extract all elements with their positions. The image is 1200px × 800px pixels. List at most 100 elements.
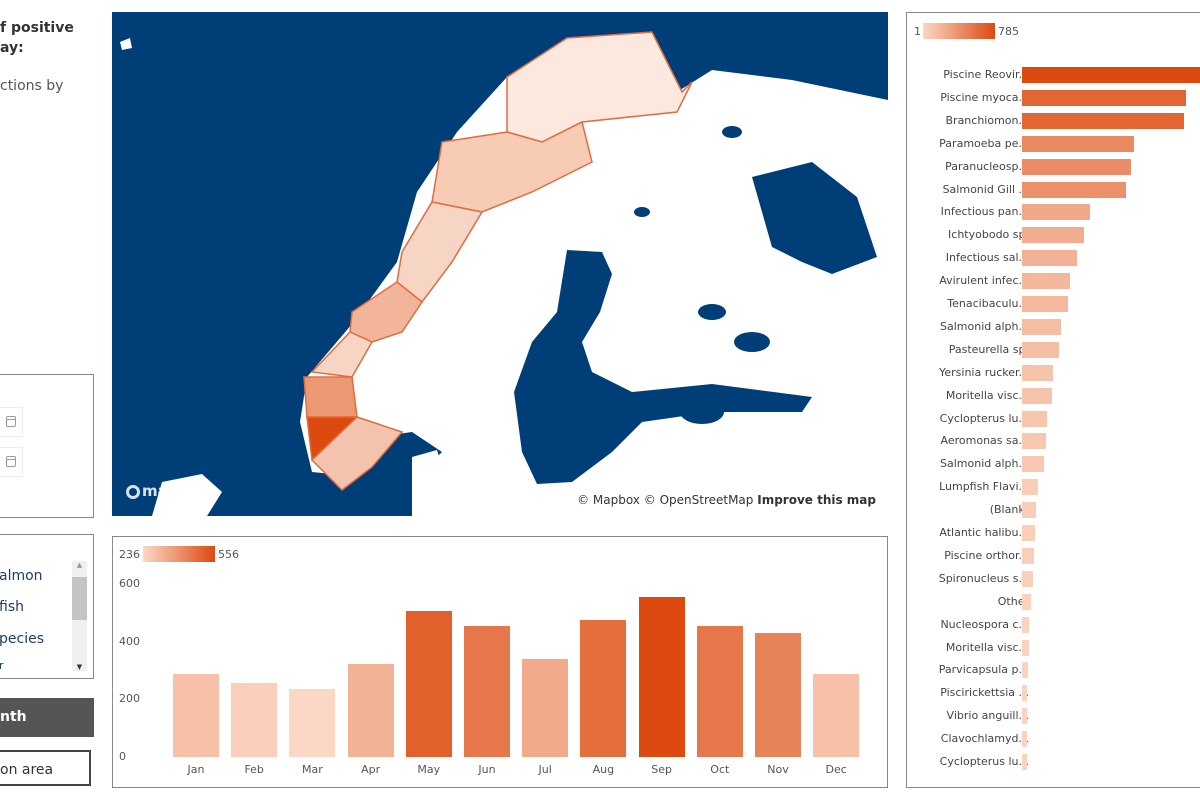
pathogen-bar-chart: 1 785 Piscine Reovir... Piscine myoca... B… xyxy=(906,12,1200,788)
bar[interactable] xyxy=(1022,135,1135,152)
category-label: Piscirickettsia ... xyxy=(940,686,1029,700)
bar[interactable] xyxy=(1022,296,1068,312)
bar[interactable] xyxy=(1022,158,1132,175)
category-label: Salmonid Gill ... xyxy=(942,182,1029,196)
bar-mar[interactable] xyxy=(289,688,336,757)
fishery-regions xyxy=(303,31,693,491)
bar[interactable] xyxy=(1022,547,1035,564)
bar[interactable] xyxy=(1022,387,1052,404)
category-label: Lumpfish Flavi... xyxy=(939,480,1029,494)
bar-feb[interactable] xyxy=(231,682,278,757)
y-tick-label: 200 xyxy=(119,692,140,706)
bar[interactable] xyxy=(1022,67,1200,83)
bar[interactable] xyxy=(1022,364,1053,381)
x-tick-label: Jul xyxy=(538,763,552,776)
bar-oct[interactable] xyxy=(696,626,743,757)
bar-jan[interactable] xyxy=(173,673,219,757)
bar-aug[interactable] xyxy=(580,620,627,757)
bar[interactable] xyxy=(1022,662,1029,679)
improve-map-link[interactable]: Improve this map xyxy=(757,493,876,507)
list-item[interactable]: fish xyxy=(0,599,24,615)
bar[interactable] xyxy=(1022,593,1032,610)
bar[interactable] xyxy=(1022,639,1030,656)
month-button[interactable]: nth xyxy=(0,698,94,737)
region-sogn xyxy=(303,376,358,418)
bar[interactable] xyxy=(1022,570,1034,587)
start-date-input[interactable] xyxy=(0,407,23,437)
map[interactable]: mapbox © Mapbox © OpenStreetMap Improve … xyxy=(112,12,888,516)
scrollbar-thumb[interactable] xyxy=(72,577,87,620)
category-label: Cyclopterus lu... xyxy=(939,755,1029,768)
legend-min-label: 1 xyxy=(914,25,921,38)
category-label: Tenacibaculu... xyxy=(947,297,1029,310)
legend-max-label: 556 xyxy=(218,548,239,561)
category-label: Moritella visc... xyxy=(945,640,1029,654)
bar[interactable] xyxy=(1022,616,1030,633)
bar[interactable] xyxy=(1022,708,1028,725)
bar[interactable] xyxy=(1022,754,1028,770)
bar-nov[interactable] xyxy=(755,633,801,757)
land-iceland-fragment xyxy=(120,38,132,50)
list-item[interactable]: almon xyxy=(0,568,43,584)
area-button[interactable]: on area xyxy=(0,750,91,786)
mapbox-logo-text: mapbox xyxy=(142,482,210,500)
x-tick-label: Jun xyxy=(478,763,496,776)
mapbox-attribution-link[interactable]: © Mapbox xyxy=(577,493,640,507)
bar-jun[interactable] xyxy=(464,626,510,757)
bar[interactable] xyxy=(1022,410,1048,427)
category-label: Infectious pan... xyxy=(940,205,1029,219)
bar[interactable] xyxy=(1022,112,1185,129)
region-rogaland xyxy=(310,416,404,491)
end-date-input[interactable] xyxy=(0,447,23,477)
x-tick-label: Oct xyxy=(710,763,730,776)
calendar-icon[interactable] xyxy=(6,416,16,427)
x-tick-label: Apr xyxy=(361,763,381,776)
bar[interactable] xyxy=(1022,479,1039,496)
lake xyxy=(634,207,650,217)
monthly-bar-chart: 236 556 0 200 400 600 Jan Feb Mar Apr May Jun Jul A… xyxy=(112,536,888,788)
mapbox-logo-icon xyxy=(126,484,140,499)
osm-attribution-link[interactable]: © OpenStreetMap xyxy=(643,493,754,507)
category-label: Branchiomon... xyxy=(945,113,1030,127)
bar-jul[interactable] xyxy=(522,658,569,757)
bar[interactable] xyxy=(1022,433,1047,450)
mapbox-logo[interactable]: mapbox xyxy=(126,482,209,500)
category-label: Ichtyobodo sp. xyxy=(948,228,1029,242)
list-item[interactable]: r xyxy=(0,659,4,672)
bar[interactable] xyxy=(1022,250,1078,267)
category-label: Spironucleus s... xyxy=(938,571,1029,585)
category-label: Atlantic halibu... xyxy=(939,526,1029,539)
lake xyxy=(722,126,742,138)
bar-sep[interactable] xyxy=(638,596,685,757)
bar[interactable] xyxy=(1022,318,1061,335)
legend-min-label: 236 xyxy=(119,548,140,561)
category-label: Salmonid alph... xyxy=(940,457,1029,471)
bar[interactable] xyxy=(1022,273,1071,290)
x-tick-label: Aug xyxy=(592,763,615,776)
category-label: Piscine myoca... xyxy=(940,90,1029,104)
bar[interactable] xyxy=(1022,731,1028,748)
scroll-up-icon[interactable]: ▲ xyxy=(76,561,83,569)
bar[interactable] xyxy=(1022,341,1059,358)
category-label: Piscine Reovir... xyxy=(943,68,1029,81)
bar-dec[interactable] xyxy=(813,673,860,757)
bar-may[interactable] xyxy=(405,611,452,757)
scroll-down-icon[interactable]: ▼ xyxy=(76,663,83,671)
bar[interactable] xyxy=(1022,456,1045,473)
map-canvas[interactable] xyxy=(112,12,888,516)
category-label: Parvicapsula p... xyxy=(938,663,1029,677)
map-attribution: © Mapbox © OpenStreetMap Improve this ma… xyxy=(573,492,880,508)
category-label: Other xyxy=(997,594,1029,608)
bar-apr[interactable] xyxy=(347,664,394,757)
bar[interactable] xyxy=(1022,685,1028,702)
sea-gulf-of-bothnia xyxy=(514,250,812,484)
bar[interactable] xyxy=(1022,89,1187,106)
bar[interactable] xyxy=(1022,525,1036,541)
scrollbar[interactable]: ▲ ▼ xyxy=(72,561,87,671)
bar[interactable] xyxy=(1022,204,1091,221)
bar[interactable] xyxy=(1022,181,1126,198)
bar[interactable] xyxy=(1022,227,1085,244)
calendar-icon[interactable] xyxy=(6,456,16,467)
bar[interactable] xyxy=(1022,502,1037,519)
list-item[interactable]: pecies xyxy=(0,631,44,647)
